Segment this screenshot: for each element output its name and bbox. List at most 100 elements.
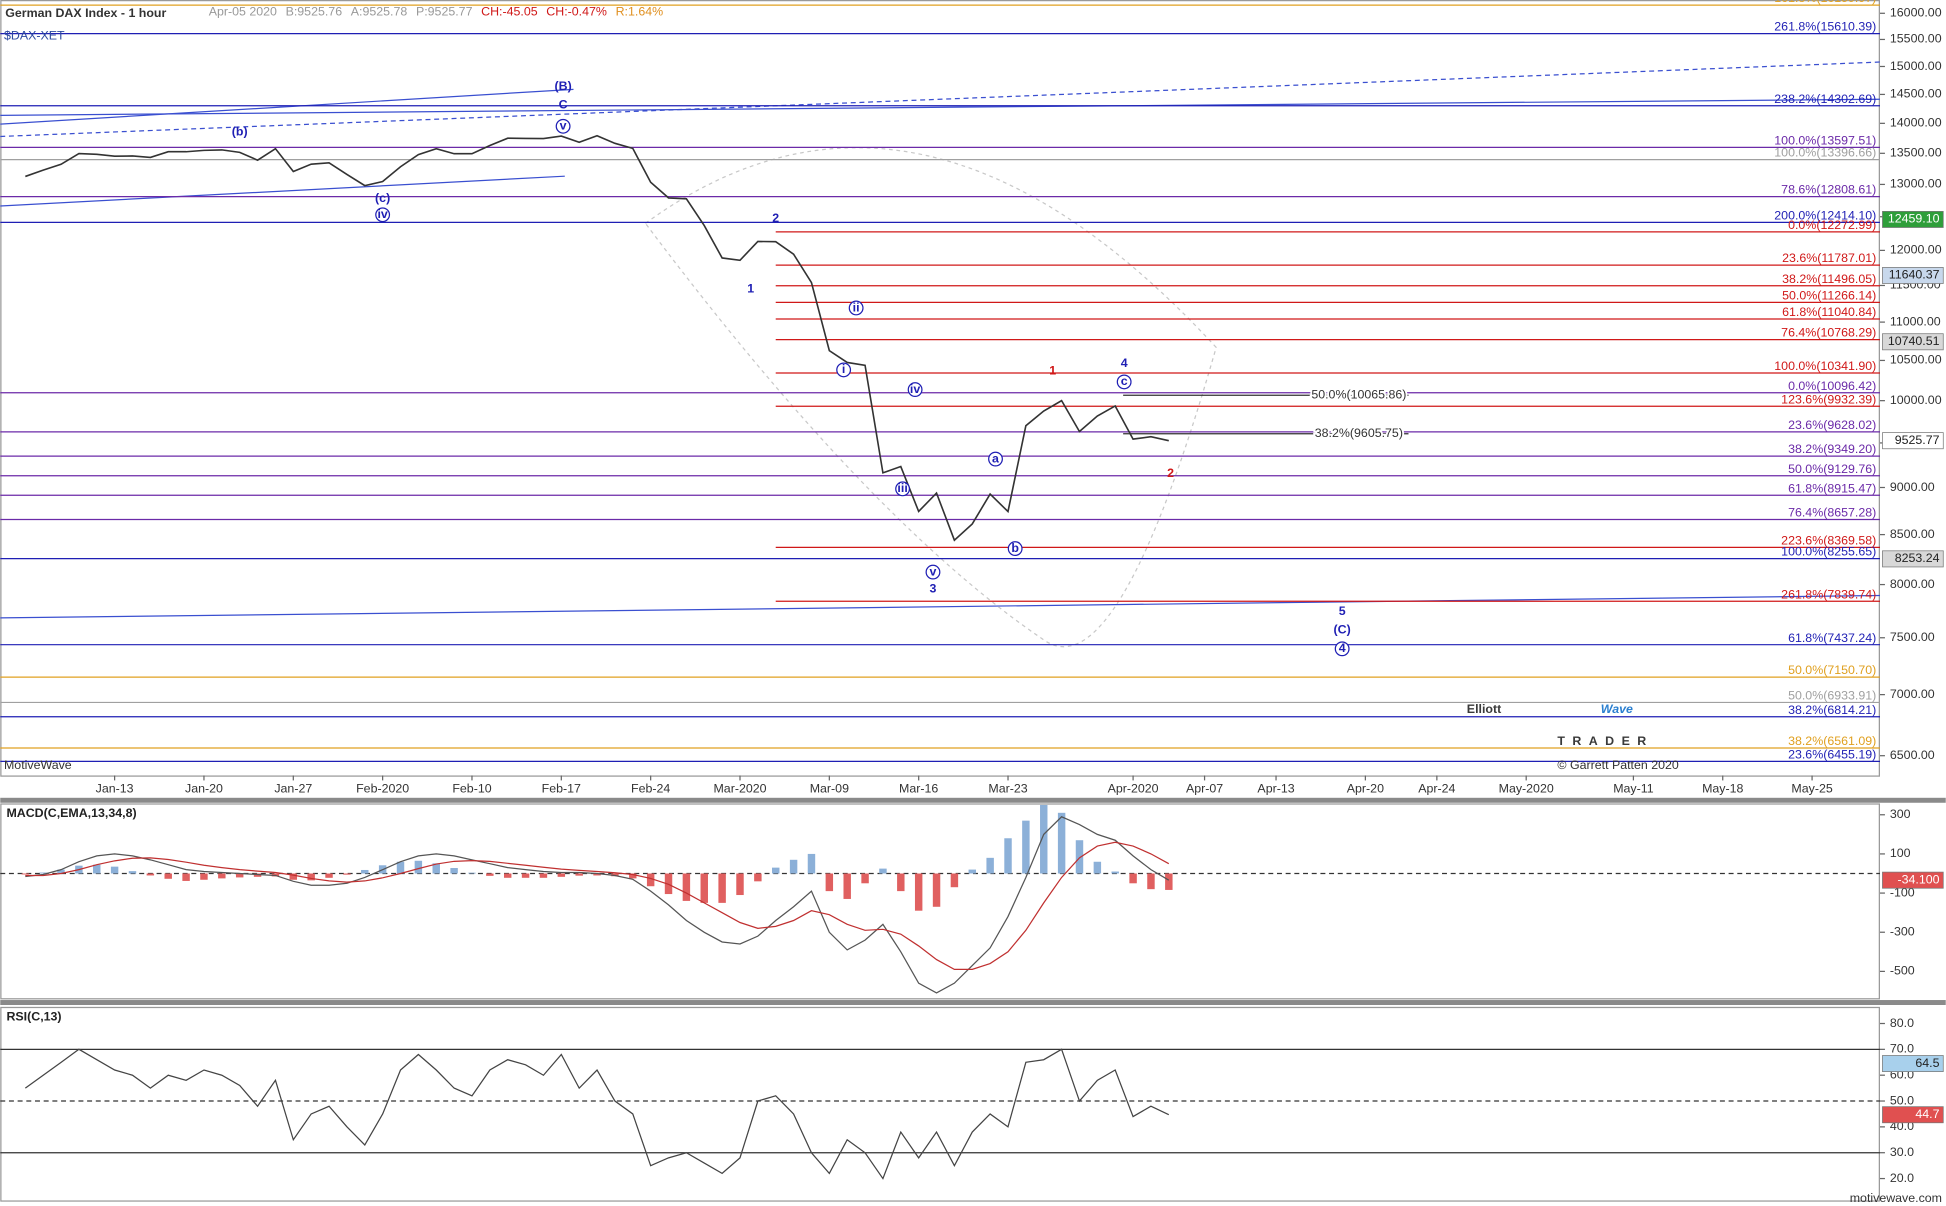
x-tick-label: Apr-2020 xyxy=(1108,781,1159,795)
quote-field: B:9525.76 xyxy=(286,5,343,19)
chart-title: German DAX Index - 1 hour xyxy=(5,6,166,20)
fib-level-label: 38.2%(9349.20) xyxy=(1788,442,1876,456)
logo-word: Elliott xyxy=(1467,702,1501,716)
wave-circle xyxy=(375,207,391,223)
wave-label: 3 xyxy=(930,581,937,595)
y-tick-label: 11000.00 xyxy=(1890,314,1941,328)
histogram-bar xyxy=(557,873,566,877)
x-tick-label: Feb-2020 xyxy=(356,781,409,795)
x-tick-label: Feb-10 xyxy=(452,781,491,795)
fib-level-label: 76.4%(8657.28) xyxy=(1788,506,1876,520)
price-tag-label: 11640.37 xyxy=(1889,268,1940,282)
y-tick-label: 80.0 xyxy=(1890,1016,1914,1030)
wave-circle xyxy=(895,481,911,497)
wave-label: (C) xyxy=(1334,623,1351,637)
fib-level-label: 50.0%(9129.76) xyxy=(1788,462,1876,476)
histogram-bar xyxy=(861,873,869,884)
trendline xyxy=(0,175,565,207)
fib-level-label: 50.0%(11266.14) xyxy=(1782,288,1876,302)
quote-field: P:9525.77 xyxy=(416,5,473,19)
fib-level-label: 0.0%(10096.42) xyxy=(1788,379,1876,393)
price-panel xyxy=(0,0,1880,777)
series-line xyxy=(25,816,1170,994)
wave-circle xyxy=(1116,374,1132,390)
histogram-bar xyxy=(307,873,315,881)
wave-circle xyxy=(836,362,852,378)
x-tick-label: May-2020 xyxy=(1499,781,1554,795)
wave-label: ii xyxy=(853,300,860,314)
histogram-bar xyxy=(1057,812,1066,874)
histogram-bar xyxy=(361,869,369,874)
quote-field: A:9525.78 xyxy=(351,5,408,19)
wave-circle xyxy=(988,451,1003,467)
fib-level-label: 61.8%(11040.84) xyxy=(1782,305,1876,319)
y-tick-label: -100 xyxy=(1890,885,1915,899)
fib-level-label: 38.2%(11496.05) xyxy=(1782,272,1876,286)
price-tag xyxy=(1882,550,1944,568)
histogram-bar xyxy=(1004,838,1012,874)
rsi-panel xyxy=(0,1006,1880,1202)
x-tick-label: Feb-24 xyxy=(631,781,670,795)
histogram-bar xyxy=(1093,861,1102,874)
wave-label: iii xyxy=(897,481,907,495)
x-tick-label: Apr-24 xyxy=(1418,781,1455,795)
trendline xyxy=(0,98,1880,117)
price-tag xyxy=(1882,432,1944,450)
histogram-bar xyxy=(629,873,637,879)
y-tick-label: 7000.00 xyxy=(1890,687,1935,701)
y-tick-label: 50.0 xyxy=(1890,1093,1914,1107)
wave-label: 1 xyxy=(747,281,754,295)
histogram-bar xyxy=(1147,873,1155,890)
y-tick-label: 7500.00 xyxy=(1890,630,1935,644)
x-tick-label: May-25 xyxy=(1791,781,1832,795)
y-tick-label: 15000.00 xyxy=(1890,59,1942,73)
trendline xyxy=(0,88,574,125)
y-tick-label: 100 xyxy=(1890,846,1911,860)
price-line xyxy=(25,134,1169,542)
wave-label: b xyxy=(1011,541,1019,555)
trendlines xyxy=(0,61,1881,648)
price-tag-label: 64.5 xyxy=(1915,1056,1939,1070)
histogram-bar xyxy=(986,857,994,874)
x-tick-label: Jan-13 xyxy=(96,781,134,795)
wave-label: (c) xyxy=(375,191,390,205)
y-tick-label: 10500.00 xyxy=(1890,353,1942,367)
histogram-bar xyxy=(950,873,959,888)
wave-label: v xyxy=(560,119,567,133)
fib-level-label: 50.0%(7150.70) xyxy=(1788,663,1876,677)
y-tick-label: 14500.00 xyxy=(1890,87,1942,101)
fib-level-label: 38.2%(6814.21) xyxy=(1788,703,1876,717)
histogram-bar xyxy=(396,861,405,874)
series-line xyxy=(24,1048,1170,1180)
fib-level-label: 200.0%(12414.10) xyxy=(1774,209,1876,223)
trendline xyxy=(0,594,1880,619)
copyright: © Garrett Patten 2020 xyxy=(1557,758,1679,772)
price-tag xyxy=(1882,333,1944,351)
logo-word: Wave xyxy=(1601,702,1633,716)
histogram-bar xyxy=(235,873,244,878)
y-tick-label: 14000.00 xyxy=(1890,116,1942,130)
wave-label: (B) xyxy=(555,79,572,93)
wave-label: 2 xyxy=(772,211,779,225)
histogram-bar xyxy=(825,873,834,892)
x-tick-label: Apr-13 xyxy=(1257,781,1294,795)
wave-label: v xyxy=(930,564,937,578)
fib-level-label: 23.6%(11787.01) xyxy=(1782,251,1876,265)
wave-label: 4 xyxy=(1339,641,1346,655)
panel-title: RSI(C,13) xyxy=(6,1010,61,1024)
histogram-bar xyxy=(253,873,262,877)
fib-level-label: 38.2%(9605.75) xyxy=(1315,426,1403,440)
fib-level-label: 23.6%(9628.02) xyxy=(1788,418,1876,432)
wave-label: 4 xyxy=(1121,356,1128,370)
histogram-bar xyxy=(21,873,29,875)
wave-label: C xyxy=(559,98,568,112)
fib-level-label: 100.0%(8255.65) xyxy=(1781,545,1876,559)
y-tick-label: 300 xyxy=(1890,807,1911,821)
macd-panel xyxy=(0,803,1880,1000)
y-tick-label: -500 xyxy=(1890,964,1915,978)
x-tick-label: May-18 xyxy=(1702,781,1743,795)
fib-level-label: 261.8%(7839.74) xyxy=(1781,587,1876,601)
wave-circle xyxy=(907,382,923,398)
y-tick-label: 10000.00 xyxy=(1890,393,1942,407)
